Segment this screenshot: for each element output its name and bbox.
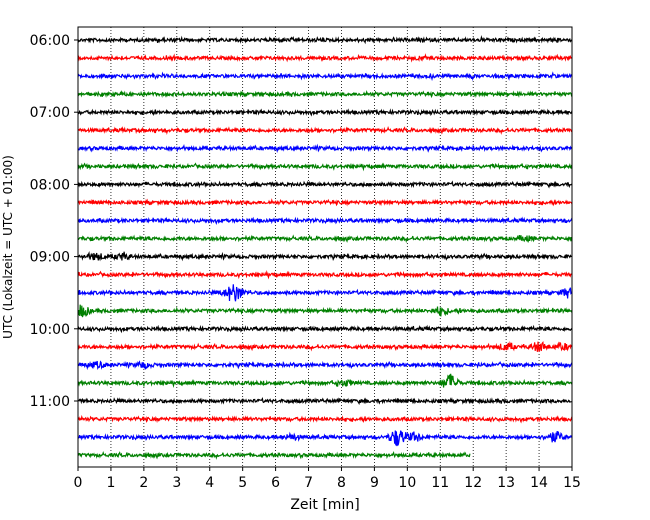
- x-tick-label: 2: [139, 475, 148, 491]
- trace-line: [77, 284, 573, 302]
- x-tick-label: 13: [497, 475, 515, 491]
- y-axis-title: UTC (Lokalzeit = UTC + 01:00): [1, 155, 15, 339]
- x-tick-label: 9: [370, 475, 379, 491]
- y-tick-label: 06:00: [30, 33, 70, 49]
- trace-line: [77, 180, 573, 189]
- y-axis-ticks: 06:00 07:00 08:00 09:00 10:00 11:00: [30, 33, 78, 410]
- x-tick-label: 1: [106, 475, 115, 491]
- y-tick-label: 07:00: [30, 105, 70, 121]
- x-tick-label: 7: [304, 475, 313, 491]
- x-tick-label: 11: [431, 475, 449, 491]
- y-tick-label: 09:00: [30, 250, 70, 266]
- trace-line: [77, 430, 573, 447]
- trace-line: [77, 143, 573, 154]
- x-tick-label: 10: [398, 475, 416, 491]
- plot-area-frame: [77, 26, 573, 468]
- trace-line: [77, 324, 573, 334]
- x-tick-label: 5: [238, 475, 247, 491]
- trace-line: [77, 341, 573, 352]
- y-tick-label: 08:00: [30, 177, 70, 193]
- trace-line: [77, 304, 573, 318]
- trace-line: [77, 396, 573, 406]
- y-tick-label: 11:00: [30, 394, 70, 410]
- trace-line: [77, 414, 573, 424]
- x-tick-label: 12: [464, 475, 482, 491]
- x-tick-label: 15: [563, 475, 581, 491]
- trace-line: [77, 34, 573, 45]
- trace-line: [77, 162, 573, 172]
- trace-line: [77, 234, 573, 244]
- trace-line: [77, 250, 573, 262]
- y-tick-label: 10:00: [30, 322, 70, 338]
- x-axis-title: Zeit [min]: [290, 497, 359, 513]
- trace-line: [77, 269, 573, 280]
- trace-line: [77, 71, 573, 82]
- trace-line: [77, 89, 573, 99]
- trace-line: [77, 53, 573, 63]
- x-tick-label: 0: [74, 475, 83, 491]
- trace-line: [77, 216, 573, 225]
- trace-line: [77, 198, 573, 207]
- vertical-gridlines: [110, 27, 540, 467]
- trace-line: [77, 450, 471, 460]
- trace-group: [77, 34, 573, 460]
- x-tick-label: 4: [205, 475, 214, 491]
- x-axis-ticks: 0 1 2 3 4 5 6 7 8 9 10 11 12 13 14 15: [74, 467, 581, 491]
- trace-line: [77, 108, 573, 117]
- x-tick-label: 6: [271, 475, 280, 491]
- trace-line: [77, 373, 573, 388]
- x-tick-label: 14: [530, 475, 548, 491]
- x-tick-label: 3: [172, 475, 181, 491]
- trace-line: [77, 360, 573, 371]
- x-tick-label: 8: [337, 475, 346, 491]
- trace-line: [77, 126, 573, 135]
